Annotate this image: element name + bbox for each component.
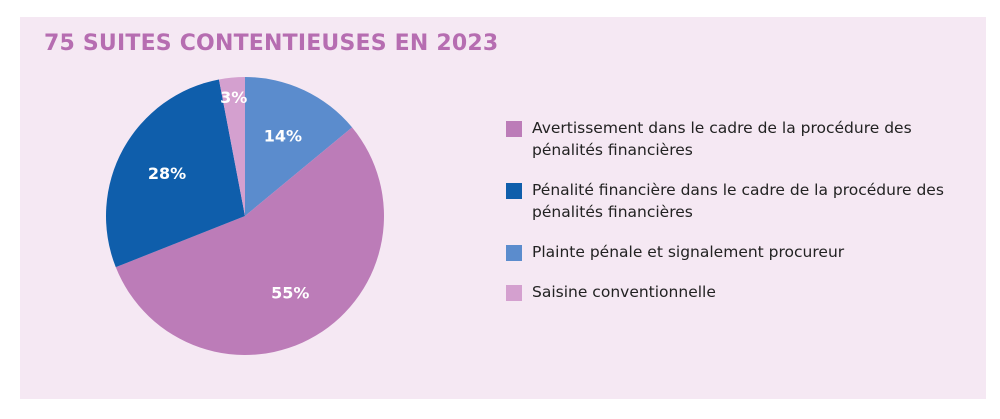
slice-data-label: 28%: [148, 164, 186, 183]
pie-chart: 14% 55% 28% 3%: [105, 77, 384, 355]
legend-label: Pénalité financière dans le cadre de la …: [532, 181, 944, 221]
slice-data-label: 14%: [264, 127, 302, 146]
pie-slice: [105, 79, 245, 268]
slice-data-label: 3%: [220, 88, 247, 107]
slice-data-label: 55%: [271, 284, 309, 303]
legend-item: Plainte pénale et signalement procureur: [506, 241, 946, 263]
legend-swatch: [506, 245, 522, 261]
legend-swatch: [506, 183, 522, 199]
legend-swatch: [506, 121, 522, 137]
legend-item: Pénalité financière dans le cadre de la …: [506, 179, 946, 223]
legend-item: Avertissement dans le cadre de la procéd…: [506, 117, 946, 161]
chart-title: 75 SUITES CONTENTIEUSES EN 2023: [44, 31, 499, 56]
pie-slice: [245, 77, 353, 216]
pie-slice: [218, 77, 245, 216]
chart-legend: Avertissement dans le cadre de la procéd…: [506, 117, 946, 321]
chart-panel: 75 SUITES CONTENTIEUSES EN 2023 14% 55% 28…: [20, 17, 986, 399]
legend-item: Saisine conventionnelle: [506, 281, 946, 303]
legend-label: Plainte pénale et signalement procureur: [532, 243, 845, 261]
legend-label: Saisine conventionnelle: [532, 283, 716, 301]
legend-swatch: [506, 285, 522, 301]
legend-label: Avertissement dans le cadre de la procéd…: [532, 119, 912, 159]
pie-slice: [115, 127, 384, 355]
